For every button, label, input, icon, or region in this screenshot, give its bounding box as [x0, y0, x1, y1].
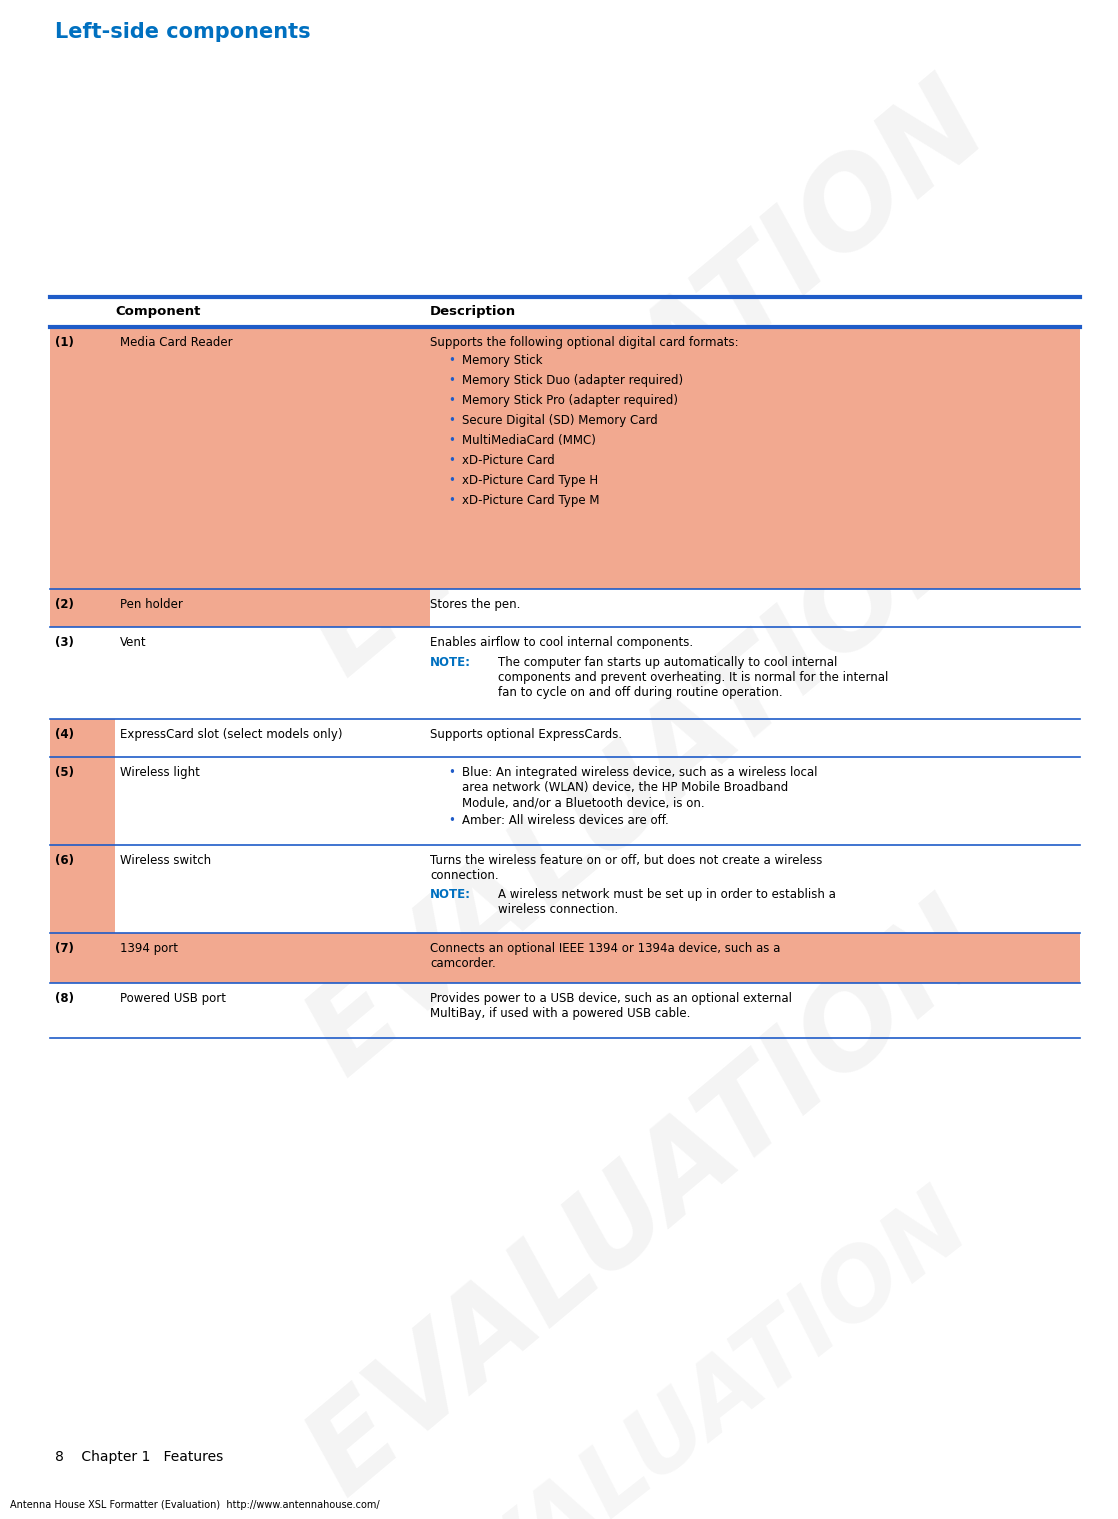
Text: Wireless switch: Wireless switch [120, 854, 211, 867]
Text: •: • [448, 374, 455, 387]
Text: EVALUATION: EVALUATION [286, 463, 1011, 1097]
Text: (3): (3) [55, 636, 74, 649]
Text: •: • [448, 814, 455, 826]
Bar [50, 756, 115, 845]
Text: A wireless network must be set up in order to establish a
wireless connection.: A wireless network must be set up in ord… [498, 889, 836, 916]
Text: Description: Description [430, 305, 517, 317]
Text: (7): (7) [55, 942, 74, 955]
Text: EVALUATION: EVALUATION [286, 883, 1011, 1517]
Bar [50, 327, 115, 589]
Text: Vent: Vent [120, 636, 146, 649]
Text: Pen holder: Pen holder [120, 598, 183, 611]
Text: NOTE:: NOTE: [430, 889, 471, 901]
Text: EVALUATION: EVALUATION [399, 1176, 987, 1519]
Text: EVALUATION: EVALUATION [286, 62, 1011, 697]
Text: •: • [448, 494, 455, 507]
Text: Media Card Reader: Media Card Reader [120, 336, 233, 349]
Text: Turns the wireless feature on or off, but does not create a wireless
connection.: Turns the wireless feature on or off, bu… [430, 854, 823, 883]
Bar [430, 933, 1080, 983]
Text: Blue: An integrated wireless device, such as a wireless local
area network (WLAN: Blue: An integrated wireless device, suc… [462, 766, 817, 810]
Bar [50, 933, 115, 983]
Text: (1): (1) [55, 336, 74, 349]
Text: Provides power to a USB device, such as an optional external
MultiBay, if used w: Provides power to a USB device, such as … [430, 992, 792, 1019]
Text: Secure Digital (SD) Memory Card: Secure Digital (SD) Memory Card [462, 415, 657, 427]
Text: Enables airflow to cool internal components.: Enables airflow to cool internal compone… [430, 636, 693, 649]
Text: •: • [448, 454, 455, 466]
Bar [115, 933, 430, 983]
Text: Stores the pen.: Stores the pen. [430, 598, 520, 611]
Bar [115, 327, 430, 589]
Text: Component: Component [115, 305, 200, 317]
Text: •: • [448, 354, 455, 368]
Text: Connects an optional IEEE 1394 or 1394a device, such as a
camcorder.: Connects an optional IEEE 1394 or 1394a … [430, 942, 780, 971]
Text: 8    Chapter 1   Features: 8 Chapter 1 Features [55, 1451, 224, 1464]
Text: (6): (6) [55, 854, 74, 867]
Text: (2): (2) [55, 598, 74, 611]
Text: Memory Stick: Memory Stick [462, 354, 542, 368]
Text: Wireless light: Wireless light [120, 766, 200, 779]
Text: •: • [448, 434, 455, 447]
Text: •: • [448, 415, 455, 427]
Text: ExpressCard slot (select models only): ExpressCard slot (select models only) [120, 728, 342, 741]
Bar [50, 718, 115, 756]
Text: xD-Picture Card Type M: xD-Picture Card Type M [462, 494, 599, 507]
Text: (8): (8) [55, 992, 74, 1006]
Text: xD-Picture Card Type H: xD-Picture Card Type H [462, 474, 598, 488]
Text: Powered USB port: Powered USB port [120, 992, 226, 1006]
Text: xD-Picture Card: xD-Picture Card [462, 454, 555, 466]
Bar [430, 327, 1080, 589]
Bar [50, 845, 115, 933]
Bar [115, 589, 430, 627]
Text: Supports the following optional digital card formats:: Supports the following optional digital … [430, 336, 739, 349]
Text: Antenna House XSL Formatter (Evaluation)  http://www.antennahouse.com/: Antenna House XSL Formatter (Evaluation)… [10, 1499, 380, 1510]
Text: •: • [448, 393, 455, 407]
Text: (5): (5) [55, 766, 74, 779]
Text: •: • [448, 766, 455, 779]
Text: MultiMediaCard (MMC): MultiMediaCard (MMC) [462, 434, 596, 447]
Text: Memory Stick Pro (adapter required): Memory Stick Pro (adapter required) [462, 393, 678, 407]
Bar [50, 589, 115, 627]
Text: (4): (4) [55, 728, 74, 741]
Text: Amber: All wireless devices are off.: Amber: All wireless devices are off. [462, 814, 669, 826]
Text: 1394 port: 1394 port [120, 942, 178, 955]
Text: •: • [448, 474, 455, 488]
Text: Supports optional ExpressCards.: Supports optional ExpressCards. [430, 728, 622, 741]
Text: Memory Stick Duo (adapter required): Memory Stick Duo (adapter required) [462, 374, 683, 387]
Text: NOTE:: NOTE: [430, 656, 471, 668]
Text: The computer fan starts up automatically to cool internal
components and prevent: The computer fan starts up automatically… [498, 656, 889, 699]
Text: Left-side components: Left-side components [55, 21, 311, 43]
